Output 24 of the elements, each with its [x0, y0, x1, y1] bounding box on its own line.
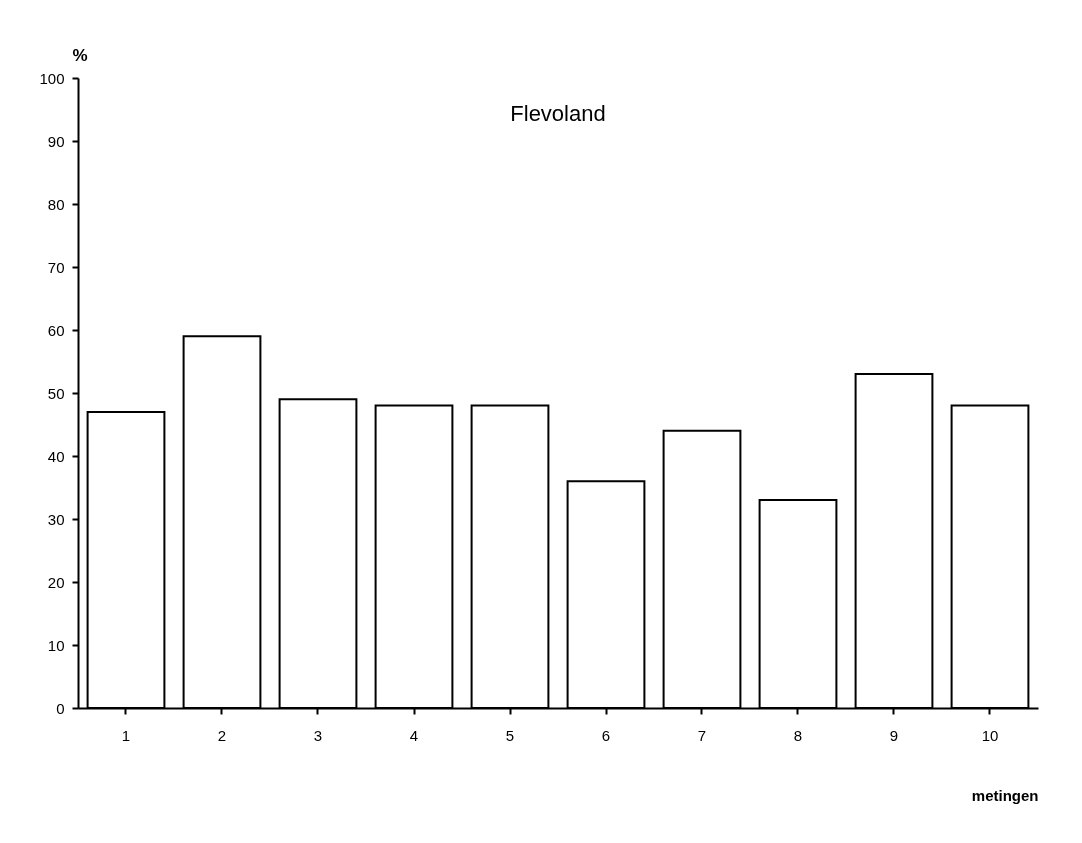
- x-tick-label: 3: [313, 726, 323, 744]
- y-axis-title: %: [72, 45, 88, 65]
- y-tick-label: 80: [47, 195, 65, 213]
- y-tick-label: 20: [47, 573, 65, 591]
- y-tick-label: 70: [47, 258, 65, 276]
- x-tick-label: 2: [217, 726, 227, 744]
- y-tick-label: 100: [39, 69, 65, 87]
- x-tick-label: 6: [601, 726, 611, 744]
- x-tick-label: 10: [981, 726, 999, 744]
- y-tick-label: 10: [47, 636, 65, 654]
- y-tick-label: 0: [56, 699, 65, 717]
- x-tick-label: 8: [793, 726, 803, 744]
- y-tick-label: 50: [47, 384, 65, 402]
- x-tick-label: 5: [505, 726, 515, 744]
- x-tick-label: 4: [409, 726, 419, 744]
- y-tick-label: 60: [47, 321, 65, 339]
- y-tick-label: 90: [47, 132, 65, 150]
- x-axis-title: metingen: [971, 786, 1039, 804]
- x-tick-label: 1: [121, 726, 131, 744]
- y-tick-label: 40: [47, 447, 65, 465]
- y-tick-label: 30: [47, 510, 65, 528]
- text: Flevoland: [510, 101, 606, 126]
- x-tick-label: 7: [697, 726, 707, 744]
- x-tick-label: 9: [889, 726, 899, 744]
